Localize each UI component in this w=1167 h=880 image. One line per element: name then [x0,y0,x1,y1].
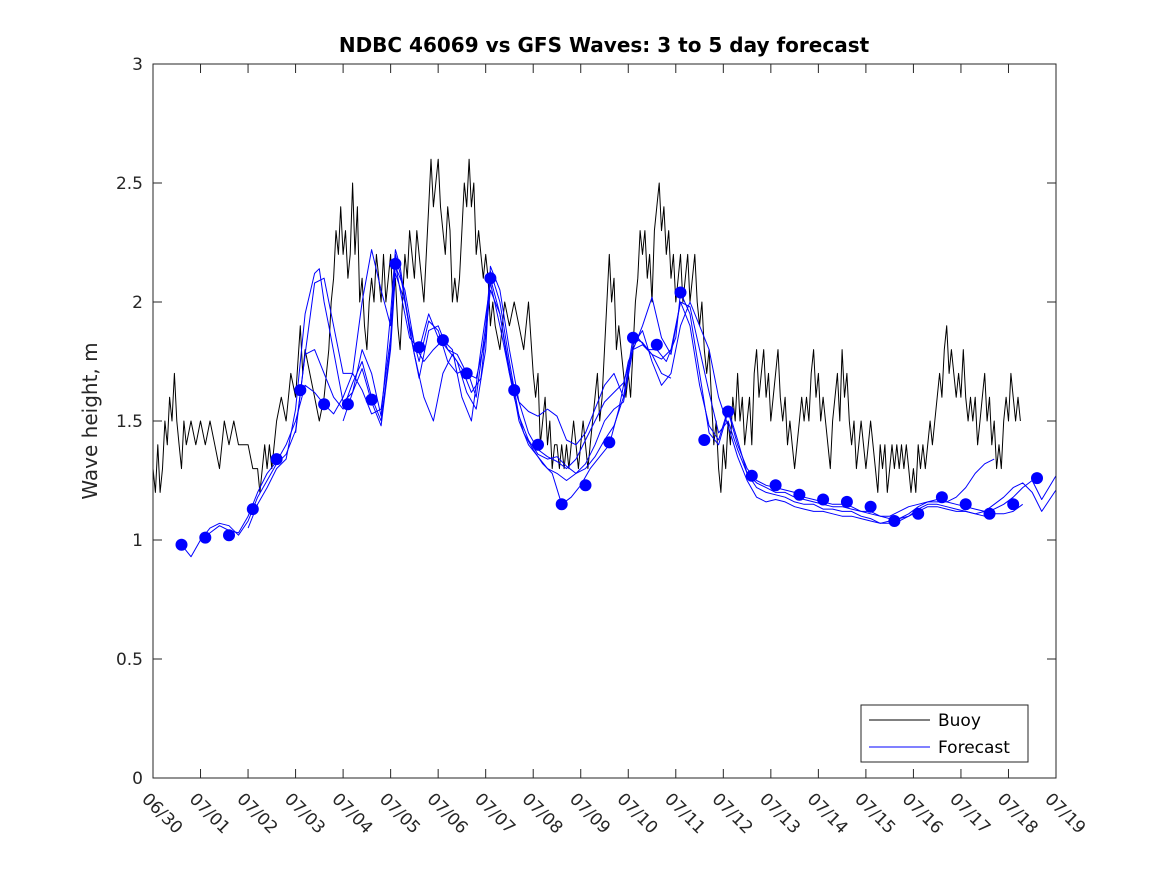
forecast-marker [745,469,758,482]
forecast-marker [341,398,354,411]
forecast-marker [484,272,497,285]
forecast-marker [817,493,830,506]
forecast-marker [389,257,402,270]
forecast-marker [175,538,188,551]
y-axis-label: Wave height, m [78,342,102,499]
forecast-marker [983,507,996,520]
forecast-marker [508,384,521,397]
forecast-marker [365,393,378,406]
forecast-marker [246,503,259,516]
forecast-marker [1031,472,1043,485]
y-tick-label: 1 [132,531,143,551]
forecast-marker [294,384,307,397]
series-line-forecast-3 [247,249,995,529]
forecast-marker [769,479,782,492]
series-line-forecast-4 [295,249,1023,524]
y-tick-label: 2 [132,293,143,313]
forecast-marker [603,436,616,449]
forecast-marker [935,491,948,504]
forecast-marker [460,367,473,380]
y-tick-label: 1.5 [116,412,143,432]
forecast-marker [1007,498,1020,511]
y-tick-label: 2.5 [116,174,143,194]
forecast-marker [722,405,735,418]
forecast-marker [413,341,426,354]
forecast-marker [627,331,639,344]
series-line-forecast-5 [342,272,672,481]
forecast-marker [199,531,212,544]
forecast-marker [959,498,972,511]
forecast-marker [270,453,283,466]
y-tick-label: 0.5 [116,650,143,670]
forecast-marker [532,438,544,451]
forecast-marker [888,515,901,527]
series-line-buoy [152,158,1021,493]
marker-layer [175,257,1043,551]
y-tick-label: 0 [132,769,143,789]
y-tick-label: 3 [132,55,143,75]
forecast-marker [579,479,592,492]
chart-title: NDBC 46069 vs GFS Waves: 3 to 5 day fore… [339,33,870,57]
forecast-marker [698,434,711,446]
forecast-marker [650,338,663,351]
forecast-marker [840,495,853,508]
legend-label-buoy: Buoy [938,711,981,731]
forecast-marker [912,507,925,520]
legend-label-forecast: Forecast [938,738,1010,758]
legend-box [860,704,1029,763]
forecast-marker [318,398,331,411]
forecast-marker [223,529,235,542]
forecast-marker [436,334,449,347]
forecast-marker [674,286,687,299]
forecast-marker [793,488,806,501]
forecast-marker [864,500,877,513]
legend: Buoy Forecast [860,704,1029,763]
forecast-marker [555,498,568,511]
y-axis-ticks: 0 0.5 1 1.5 2 2.5 3 [116,55,1056,789]
